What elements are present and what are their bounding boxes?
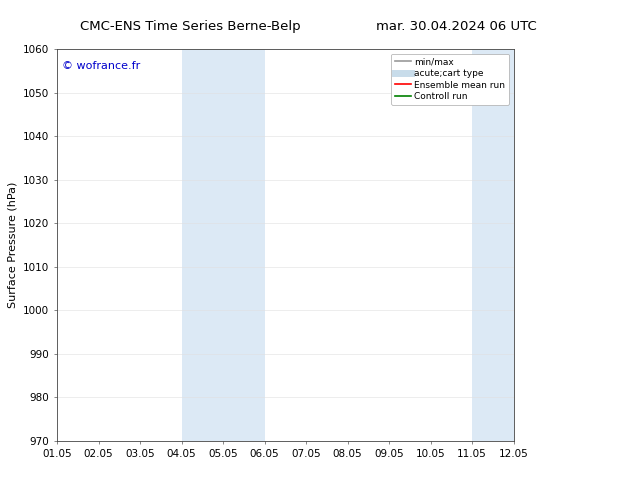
Y-axis label: Surface Pressure (hPa): Surface Pressure (hPa) <box>8 182 18 308</box>
Text: © wofrance.fr: © wofrance.fr <box>61 61 140 71</box>
Text: CMC-ENS Time Series Berne-Belp: CMC-ENS Time Series Berne-Belp <box>80 20 301 33</box>
Bar <box>181 49 264 441</box>
Bar <box>472 49 514 441</box>
Text: mar. 30.04.2024 06 UTC: mar. 30.04.2024 06 UTC <box>376 20 537 33</box>
Legend: min/max, acute;cart type, Ensemble mean run, Controll run: min/max, acute;cart type, Ensemble mean … <box>391 53 509 105</box>
